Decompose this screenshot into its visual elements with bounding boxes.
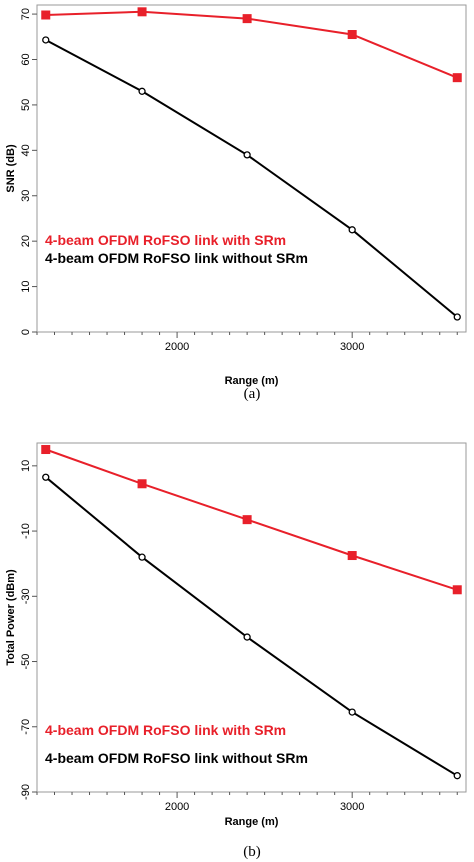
chart-1-series-1-point — [138, 553, 146, 561]
chart-0-series-0-point — [137, 7, 147, 17]
chart-1-x-axis-label: Range (m) — [225, 816, 279, 828]
chart-0-series-0-point — [41, 10, 51, 20]
chart-1-y-tick-label: -50 — [20, 654, 32, 670]
chart-0-series-1-point — [42, 36, 50, 44]
chart-0-caption: (a) — [244, 386, 261, 402]
chart-0-y-tick-label: 30 — [20, 190, 32, 202]
chart-0-series-1-point — [453, 313, 461, 321]
chart-0-y-tick-label: 60 — [20, 53, 32, 65]
chart-1-x-tick-label: 2000 — [165, 801, 189, 813]
chart-1-series-0-point — [41, 445, 51, 455]
chart-1-caption: (b) — [243, 844, 261, 860]
chart-1-y-tick-label: -30 — [20, 588, 32, 604]
chart-1-series-1-point — [42, 473, 50, 481]
chart-1-series-1-point — [348, 708, 356, 716]
chart-0-legend-entry-1: 4-beam OFDM RoFSO link without SRm — [45, 250, 308, 266]
chart-1-x-tick-label: 3000 — [340, 801, 364, 813]
chart-1-series-1-point — [453, 772, 461, 780]
chart-0-series-0-point — [242, 14, 252, 24]
chart-1-series-0-point — [452, 585, 462, 595]
chart-1-y-tick-label: 10 — [20, 460, 32, 472]
chart-0-y-tick-label: 10 — [20, 280, 32, 292]
chart-0-series-0-point — [452, 73, 462, 83]
chart-0-y-tick-label: 0 — [20, 329, 32, 335]
chart-0-y-tick-label: 20 — [20, 235, 32, 247]
chart-1-series-0-point — [137, 479, 147, 489]
chart-0-series-1-point — [348, 226, 356, 234]
chart-1-series-0-point — [347, 551, 357, 561]
chart-0-y-tick-label: 40 — [20, 144, 32, 156]
chart-0-x-axis-label: Range (m) — [225, 375, 279, 387]
chart-0-series-1-point — [243, 151, 251, 159]
chart-0-x-tick-label: 3000 — [340, 341, 364, 353]
chart-1-y-axis-label: Total Power (dBm) — [5, 569, 17, 666]
chart-1-y-tick-label: -10 — [20, 523, 32, 539]
chart-1-plot-frame — [36, 442, 467, 793]
chart-1-y-tick-label: -90 — [20, 784, 32, 800]
chart-1-series-1-point — [243, 633, 251, 641]
chart-1-legend-entry-0: 4-beam OFDM RoFSO link with SRm — [45, 722, 286, 738]
chart-0-x-tick-label: 2000 — [165, 341, 189, 353]
chart-0-y-axis-label: SNR (dB) — [5, 144, 17, 193]
chart-1-y-tick-label: -70 — [20, 719, 32, 735]
snr-chart: 2000 3000 0 10 20 30 40 50 60 70 Range (m) SNR (dB)… — [5, 4, 467, 402]
chart-0-y-tick-label: 70 — [20, 8, 32, 20]
chart-0-plot-frame — [36, 4, 467, 333]
chart-0-series-0-point — [347, 30, 357, 40]
chart-1-legend-entry-1: 4-beam OFDM RoFSO link without SRm — [45, 750, 308, 766]
chart-1-series-0-point — [242, 515, 252, 525]
total-power-chart: 2000 3000 -90 -70 -50 -30 -10 10 Range (m) Total … — [5, 442, 467, 860]
chart-0-legend-entry-0: 4-beam OFDM RoFSO link with SRm — [45, 232, 286, 248]
chart-0-series-1-line — [45, 39, 458, 318]
chart-0-y-tick-label: 50 — [20, 99, 32, 111]
chart-0-series-1-point — [138, 87, 146, 95]
